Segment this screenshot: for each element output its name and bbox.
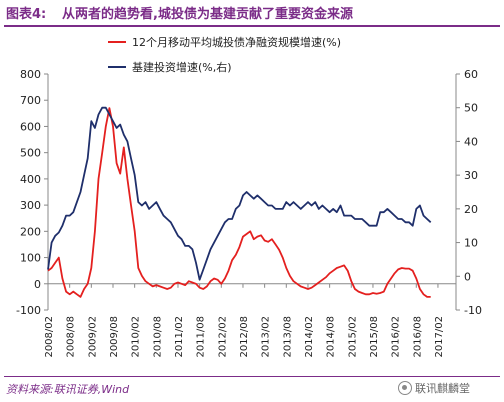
x-tick-label: 2013/02 xyxy=(261,316,272,358)
x-tick-label: 2015/02 xyxy=(347,316,358,358)
x-tick-label: 2009/02 xyxy=(87,316,98,358)
figure-title: 从两者的趋势看,城投债为基建贡献了重要资金来源 xyxy=(62,7,353,22)
x-tick-label: 2015/08 xyxy=(369,316,380,358)
x-tick-label: 2011/02 xyxy=(174,316,185,358)
y-right-tick-label: 10 xyxy=(464,237,478,250)
x-tick-label: 2008/08 xyxy=(66,316,77,358)
y-left-tick-label: 100 xyxy=(20,252,41,265)
y-left-tick-label: -100 xyxy=(16,304,41,317)
legend-item-infrastructure: 基建投资增速(%,右) xyxy=(108,60,232,74)
x-tick-label: 2012/02 xyxy=(217,316,228,358)
x-tick-label: 2009/08 xyxy=(109,316,120,358)
x-tick-label: 2008/02 xyxy=(44,316,55,358)
watermark: 联讯麒麟堂 xyxy=(398,380,470,396)
y-left-tick-label: 300 xyxy=(20,199,41,212)
figure-header: 图表4: 从两者的趋势看,城投债为基建贡献了重要资金来源 xyxy=(0,0,504,27)
line-chart: -1000100200300400500600700800-1001020304… xyxy=(16,35,482,358)
x-tick-label: 2012/08 xyxy=(239,316,250,358)
x-tick-label: 2010/02 xyxy=(131,316,142,358)
x-tick-label: 2017/02 xyxy=(434,316,445,358)
y-left-tick-label: 600 xyxy=(20,120,41,133)
y-left-tick-label: 200 xyxy=(20,225,41,238)
y-right-tick-label: 0 xyxy=(464,270,471,283)
header-divider xyxy=(4,25,500,27)
y-right-tick-label: 40 xyxy=(464,135,478,148)
y-right-tick-label: 30 xyxy=(464,169,478,182)
y-left-tick-label: 0 xyxy=(34,278,41,291)
x-tick-label: 2014/02 xyxy=(304,316,315,358)
axes: -1000100200300400500600700800-1001020304… xyxy=(16,68,482,358)
legend-item-chengtou-bond: 12个月移动平均城投债净融资规模增速(%) xyxy=(108,35,341,49)
y-left-tick-label: 700 xyxy=(20,94,41,107)
figure-label: 图表4: xyxy=(6,7,47,22)
x-tick-label: 2016/02 xyxy=(391,316,402,358)
x-tick-label: 2010/08 xyxy=(152,316,163,358)
x-tick-label: 2011/08 xyxy=(196,316,207,358)
series-lines xyxy=(47,106,432,298)
series-line-infrastructure xyxy=(47,106,432,281)
legend-label: 基建投资增速(%,右) xyxy=(132,60,232,74)
y-right-tick-label: 20 xyxy=(464,203,478,216)
legend: 12个月移动平均城投债净融资规模增速(%) 基建投资增速(%,右) xyxy=(108,35,341,74)
wechat-icon xyxy=(398,381,412,395)
y-left-tick-label: 500 xyxy=(20,147,41,160)
source-note: 资料来源:联讯证券,Wind xyxy=(6,383,130,396)
x-tick-label: 2016/08 xyxy=(412,316,423,358)
x-tick-label: 2013/08 xyxy=(282,316,293,358)
y-right-tick-label: 50 xyxy=(464,102,478,115)
series-line-chengtou-bond xyxy=(47,107,431,298)
x-tick-label: 2014/08 xyxy=(326,316,337,358)
figure-footer: 资料来源:联讯证券,Wind 联讯麒麟堂 xyxy=(0,376,504,402)
y-left-tick-label: 800 xyxy=(20,68,41,81)
y-right-tick-label: 60 xyxy=(464,68,478,81)
y-right-tick-label: -10 xyxy=(464,304,482,317)
watermark-text: 联讯麒麟堂 xyxy=(415,382,470,395)
y-left-tick-label: 400 xyxy=(20,173,41,186)
footer-divider xyxy=(4,376,500,377)
legend-label: 12个月移动平均城投债净融资规模增速(%) xyxy=(132,35,341,49)
